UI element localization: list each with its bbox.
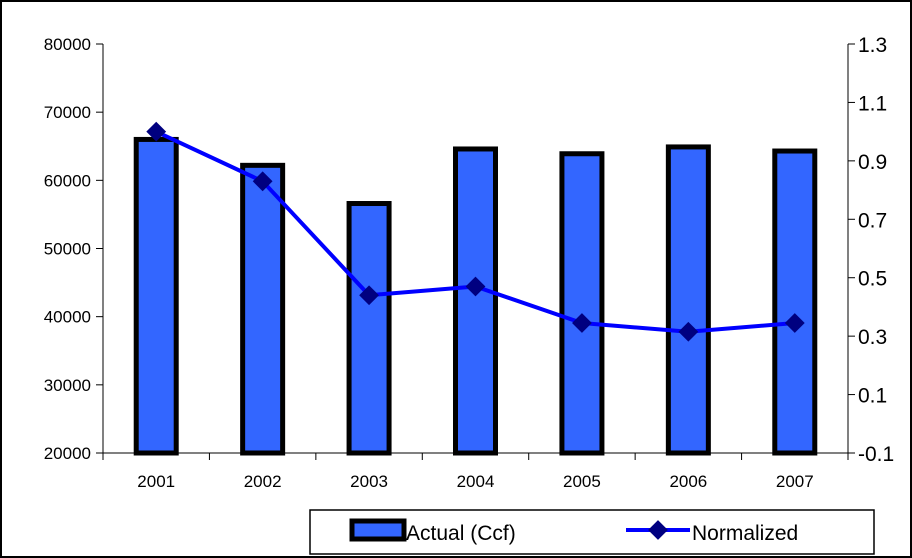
y-left-tick-label: 70000 (44, 103, 91, 122)
legend-swatch-actual (349, 518, 407, 542)
y-right-tick-label: 0.9 (858, 151, 887, 174)
legend-label-normalized: Normalized (692, 522, 798, 545)
bar-2002 (240, 162, 286, 456)
y-right-tick-label: 0.7 (858, 209, 887, 232)
y-right-tick-label: 0.1 (858, 385, 887, 408)
normalized-point-2003 (359, 285, 379, 306)
y-right-tick-label: 1.3 (858, 34, 887, 57)
x-tick-label: 2004 (457, 472, 495, 491)
y-left-tick-label: 50000 (44, 240, 91, 259)
x-tick-label: 2005 (563, 472, 601, 491)
y-left-tick-label: 40000 (44, 308, 91, 327)
bar-2006 (665, 144, 711, 456)
bar-2004 (453, 146, 498, 456)
y-left-tick-label: 20000 (44, 444, 91, 463)
bar-2007 (772, 148, 818, 456)
normalized-point-2004 (465, 276, 486, 297)
line-layer (146, 121, 805, 342)
y-left-tick-label: 30000 (44, 376, 91, 395)
bar-2001 (133, 136, 179, 456)
normalized-point-2002 (252, 171, 273, 192)
normalized-point-2006 (678, 321, 699, 342)
bar-2005 (559, 151, 605, 456)
y-right-tick-label: -0.1 (858, 443, 894, 466)
y-right-tick-label: 0.3 (858, 326, 887, 349)
legend: Actual (Ccf) Normalized (309, 509, 875, 555)
ticks-layer: 20000 30000 40000 50000 60000 70000 80000 -0.1 0… (44, 34, 894, 491)
y-right-tick-label: 0.5 (858, 268, 887, 291)
bar-2003 (346, 201, 392, 456)
normalized-point-2007 (784, 313, 805, 333)
legend-label-actual: Actual (Ccf) (406, 522, 516, 545)
y-left-tick-label: 60000 (44, 171, 91, 190)
x-tick-label: 2002 (244, 472, 282, 491)
x-tick-label: 2003 (350, 472, 388, 491)
x-tick-label: 2007 (776, 472, 814, 491)
x-tick-label: 2001 (137, 472, 175, 491)
legend-marker-normalized (648, 520, 668, 540)
normalized-point-2005 (572, 313, 592, 333)
bars-layer (133, 136, 818, 456)
x-tick-label: 2006 (669, 472, 707, 491)
y-right-tick-label: 1.1 (858, 92, 887, 115)
normalized-point-2001 (146, 121, 167, 142)
y-left-tick-label: 80000 (44, 35, 91, 54)
